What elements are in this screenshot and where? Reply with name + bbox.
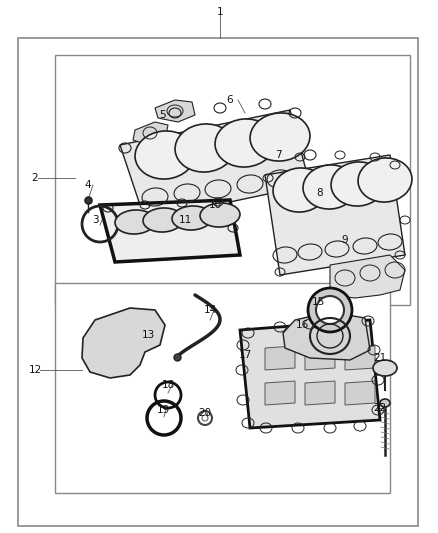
Ellipse shape [172, 206, 212, 230]
Ellipse shape [143, 208, 183, 232]
Polygon shape [265, 346, 295, 370]
Text: 20: 20 [198, 408, 212, 418]
Polygon shape [120, 110, 310, 220]
Text: 7: 7 [275, 150, 281, 160]
Text: 22: 22 [373, 403, 387, 413]
Polygon shape [345, 381, 375, 405]
Ellipse shape [250, 113, 310, 161]
Text: 15: 15 [311, 297, 325, 307]
Text: 10: 10 [208, 200, 222, 210]
Text: 9: 9 [342, 235, 348, 245]
Ellipse shape [135, 131, 195, 179]
Text: 6: 6 [227, 95, 233, 105]
Ellipse shape [380, 399, 390, 407]
Polygon shape [345, 346, 375, 370]
Text: 4: 4 [85, 180, 91, 190]
Ellipse shape [215, 119, 275, 167]
Ellipse shape [316, 296, 344, 324]
Text: 13: 13 [141, 330, 155, 340]
Text: 17: 17 [238, 350, 251, 360]
Text: 16: 16 [295, 320, 309, 330]
Ellipse shape [175, 124, 235, 172]
Polygon shape [283, 312, 370, 360]
Ellipse shape [273, 168, 327, 212]
Text: 8: 8 [317, 188, 323, 198]
Ellipse shape [303, 165, 357, 209]
Text: 21: 21 [373, 353, 387, 363]
Polygon shape [305, 346, 335, 370]
Text: 14: 14 [203, 305, 217, 315]
Polygon shape [240, 320, 380, 428]
Text: 5: 5 [160, 110, 166, 120]
Polygon shape [82, 308, 165, 378]
Bar [55, 55, 410, 305]
Polygon shape [100, 200, 240, 262]
Ellipse shape [308, 288, 352, 332]
Polygon shape [265, 381, 295, 405]
Bar [55, 283, 390, 493]
Text: 11: 11 [178, 215, 192, 225]
Ellipse shape [373, 360, 397, 376]
Ellipse shape [331, 162, 385, 206]
Ellipse shape [115, 210, 155, 234]
Polygon shape [330, 255, 405, 298]
Polygon shape [133, 122, 168, 145]
Text: 3: 3 [92, 215, 98, 225]
Text: 19: 19 [156, 405, 170, 415]
Polygon shape [155, 100, 195, 122]
Text: 2: 2 [32, 173, 38, 183]
Text: 12: 12 [28, 365, 42, 375]
Ellipse shape [200, 203, 240, 227]
Polygon shape [305, 381, 335, 405]
Polygon shape [265, 155, 405, 275]
Text: 1: 1 [217, 7, 223, 17]
Text: 18: 18 [161, 380, 175, 390]
Ellipse shape [358, 158, 412, 202]
